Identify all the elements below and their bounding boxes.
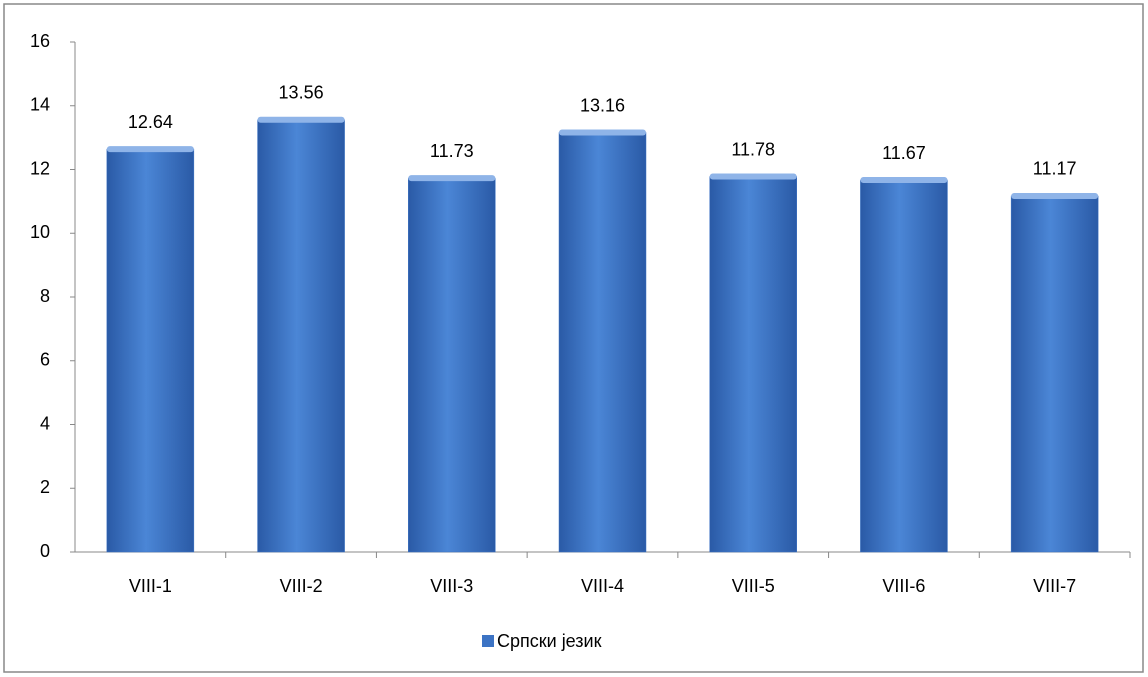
bar-cap [408,175,496,182]
x-tick-label: VIII-4 [581,576,624,596]
y-tick-label: 6 [40,350,50,370]
legend-label: Српски језик [497,631,602,651]
y-tick-label: 2 [40,477,50,497]
data-label: 11.67 [882,143,926,163]
x-tick-label: VIII-6 [882,576,925,596]
bar-cap [559,129,646,136]
y-tick-label: 10 [30,222,50,242]
bar [1010,195,1099,553]
y-tick-label: 12 [30,158,50,178]
bar [709,176,797,553]
x-tick-label: VIII-3 [430,576,473,596]
bar [408,177,496,553]
legend-swatch [482,635,494,647]
y-tick-label: 14 [30,95,50,115]
x-tick-label: VIII-1 [129,576,172,596]
bar [106,148,195,553]
x-tick-label: VIII-5 [732,576,775,596]
y-tick-label: 16 [30,31,50,51]
y-tick-label: 4 [40,413,50,433]
y-tick-label: 0 [40,541,50,561]
x-tick-label: VIII-2 [280,576,323,596]
x-tick-label: VIII-7 [1033,576,1076,596]
bar [558,132,647,553]
y-tick-label: 8 [40,286,50,306]
bar-cap [709,173,797,180]
bar [860,179,948,553]
data-label: 11.78 [731,139,775,159]
data-label: 11.17 [1033,159,1077,179]
bar-cap [860,177,948,184]
bar-cap [1011,192,1099,199]
data-label: 13.16 [580,95,625,115]
bar-cap [106,146,194,153]
data-label: 11.73 [430,141,474,161]
data-label: 12.64 [128,112,173,132]
data-label: 13.56 [279,83,324,103]
bar [257,119,345,553]
bar-cap [257,116,345,123]
